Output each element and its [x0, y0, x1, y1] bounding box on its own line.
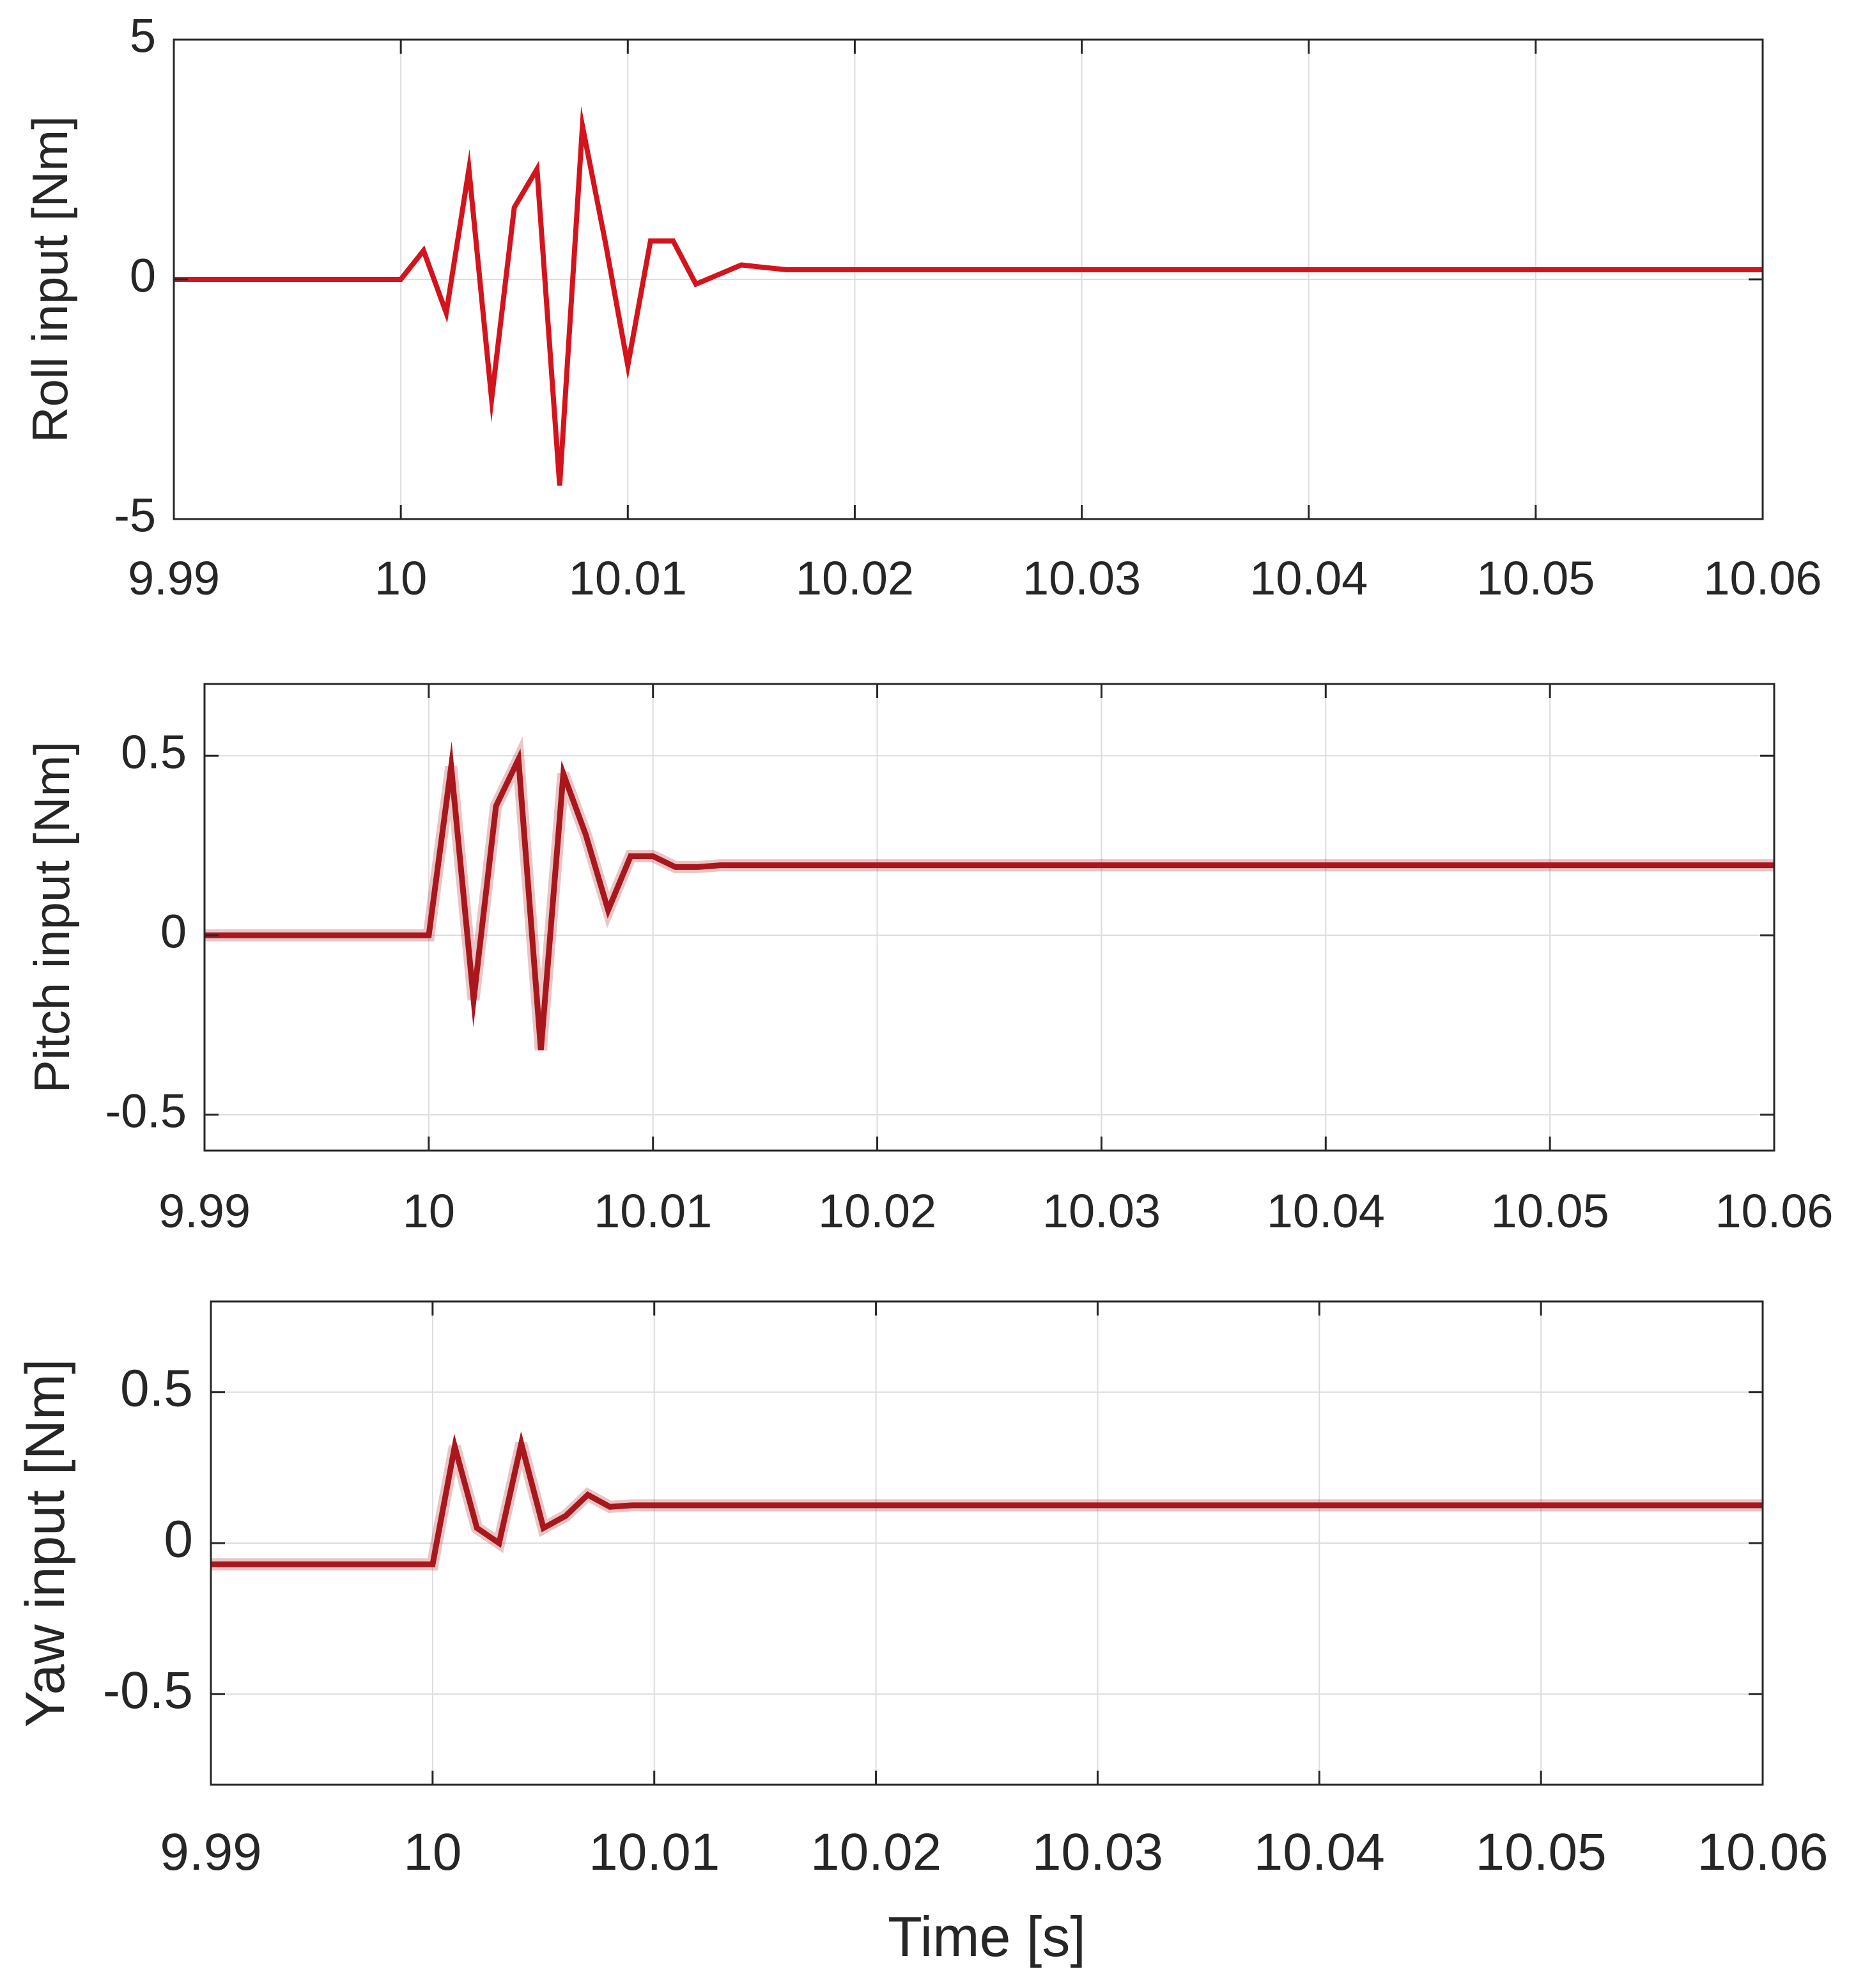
x-tick-label: 10 — [375, 552, 427, 605]
x-tick-label: 9.99 — [160, 1823, 262, 1881]
plot-area — [205, 684, 1774, 1151]
x-tick-label: 10.03 — [1023, 552, 1141, 605]
x-tick-label: 10.02 — [818, 1184, 936, 1238]
x-tick-label: 10.06 — [1697, 1823, 1828, 1881]
y-tick-label: 0 — [160, 905, 187, 958]
y-tick-label: -0.5 — [103, 1661, 193, 1720]
x-tick-label: 10.03 — [1042, 1184, 1161, 1238]
x-tick-label: 10.01 — [569, 552, 687, 605]
x-tick-label: 10.06 — [1715, 1184, 1833, 1238]
x-tick-label: 9.99 — [159, 1184, 251, 1238]
y-tick-label: 0 — [130, 249, 156, 302]
x-tick-label: 10.02 — [796, 552, 914, 605]
y-tick-label: -5 — [114, 489, 156, 542]
series-line — [211, 1431, 1763, 1567]
y-axis-label: Pitch input [Nm] — [24, 742, 80, 1094]
x-tick-label: 10.06 — [1703, 552, 1821, 605]
chart-2: 9.99 10 10.01 10.02 10.03 10.04 10.05 10.06 -0.5… — [24, 683, 1834, 1238]
y-tick-label: 5 — [130, 10, 156, 63]
x-tick-label: 10.02 — [810, 1823, 941, 1881]
x-tick-label: 10.04 — [1249, 552, 1368, 605]
x-tick-label: 10.04 — [1254, 1823, 1385, 1881]
y-axis-label: Yaw input [Nm] — [15, 1359, 76, 1728]
chart-3: 9.99 10 10.01 10.02 10.03 10.04 10.05 10.06 -0.5… — [15, 1300, 1829, 1968]
x-tick-label: 9.99 — [128, 552, 220, 605]
x-tick-label: 10.01 — [589, 1823, 720, 1881]
x-tick-label: 10 — [403, 1184, 455, 1238]
axes-box — [203, 683, 1775, 1152]
x-tick-label: 10.04 — [1267, 1184, 1385, 1238]
y-tick-label: -0.5 — [105, 1084, 187, 1137]
series-line — [205, 741, 1774, 1051]
y-axis-label: Roll input [Nm] — [22, 116, 78, 443]
y-tick-label: 0 — [164, 1510, 193, 1569]
x-tick-label: 10.05 — [1476, 1823, 1607, 1881]
y-tick-label: 0.5 — [120, 1359, 193, 1417]
x-tick-label: 10 — [403, 1823, 461, 1881]
x-tick-label: 10.05 — [1491, 1184, 1609, 1238]
x-tick-label: 10.05 — [1476, 552, 1595, 605]
chart-1: 9.99 10 10.01 10.02 10.03 10.04 10.05 10.06 -5 0 5… — [22, 10, 1822, 605]
x-tick-label: 10.01 — [594, 1184, 712, 1238]
series-line — [174, 105, 1763, 486]
x-axis-label: Time [s] — [888, 1905, 1086, 1968]
x-tick-label: 10.03 — [1032, 1823, 1163, 1881]
y-tick-label: 0.5 — [121, 726, 187, 779]
